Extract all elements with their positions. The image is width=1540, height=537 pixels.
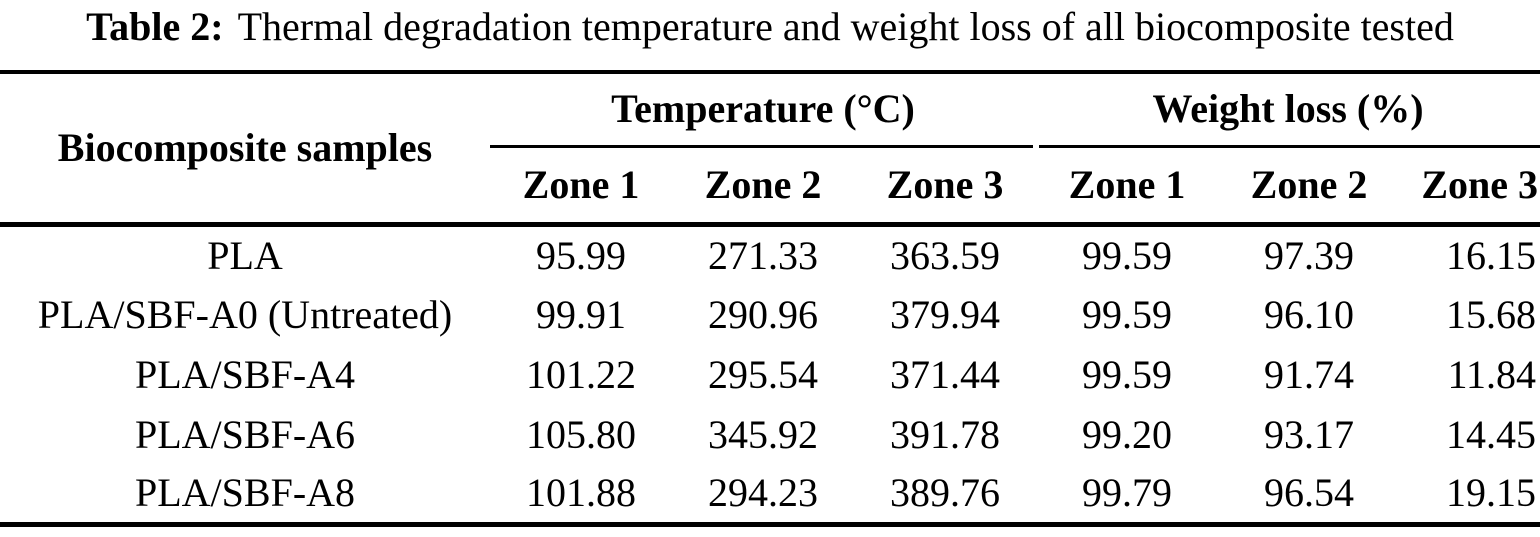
zone-header-temp-1: Zone 1	[522, 162, 640, 208]
value-cell: 363.59	[890, 232, 1000, 278]
table-row: PLA/SBF-A8 101.88 294.23 389.76 99.79 96…	[0, 464, 1540, 524]
sample-cell: PLA/SBF-A0 (Untreated)	[37, 291, 453, 337]
group-header-temperature: Temperature (°C)	[490, 72, 1036, 148]
value-cell: 290.96	[708, 291, 818, 337]
table-row: PLA/SBF-A6 105.80 345.92 391.78 99.20 93…	[0, 404, 1540, 464]
value-cell: 271.33	[708, 232, 818, 278]
value-cell: 101.88	[526, 470, 636, 516]
value-cell: 391.78	[890, 411, 1000, 457]
table-row: PLA/SBF-A4 101.22 295.54 371.44 99.59 91…	[0, 344, 1540, 404]
table-row: PLA 95.99 271.33 363.59 99.59 97.39 16.1…	[0, 224, 1540, 284]
value-cell: 95.99	[536, 232, 626, 278]
group-header-row: Biocomposite samples Temperature (°C) We…	[0, 72, 1540, 170]
zone-header-temp-3: Zone 3	[886, 162, 1004, 208]
value-cell: 96.54	[1264, 470, 1355, 516]
value-cell: 19.15	[1446, 470, 1537, 516]
table-caption-text: Thermal degradation temperature and weig…	[237, 4, 1454, 49]
table-body: PLA 95.99 271.33 363.59 99.59 97.39 16.1…	[0, 224, 1540, 524]
value-cell: 345.92	[708, 411, 818, 457]
zone-header-temp-2: Zone 2	[704, 162, 822, 208]
zone-header-row: Zone 1 Zone 2 Zone 3 Zone 1 Zone 2 Zone …	[0, 148, 1540, 224]
value-cell: 14.45	[1446, 411, 1537, 457]
data-table: Biocomposite samples Temperature (°C) We…	[0, 70, 1540, 527]
value-cell: 99.91	[536, 291, 626, 337]
table-caption-label: Table 2:	[86, 4, 224, 49]
value-cell: 97.39	[1264, 232, 1355, 278]
zone-header-weight-3: Zone 3	[1421, 162, 1539, 208]
value-cell: 389.76	[890, 470, 1000, 516]
sample-cell: PLA/SBF-A8	[134, 470, 356, 516]
sample-cell: PLA/SBF-A6	[134, 411, 356, 457]
value-cell: 11.84	[1447, 351, 1537, 397]
value-cell: 371.44	[890, 351, 1000, 397]
value-cell: 99.59	[1082, 351, 1173, 397]
value-cell: 99.59	[1082, 232, 1173, 278]
value-cell: 15.68	[1446, 291, 1537, 337]
table-caption: Table 2: Thermal degradation temperature …	[0, 0, 1540, 70]
col-header-samples: Biocomposite samples	[57, 125, 433, 171]
zone-header-weight-1: Zone 1	[1068, 162, 1186, 208]
sample-cell: PLA/SBF-A4	[134, 351, 356, 397]
zone-header-weight-2: Zone 2	[1250, 162, 1368, 208]
value-cell: 379.94	[890, 291, 1000, 337]
table-row: PLA/SBF-A0 (Untreated) 99.91 290.96 379.…	[0, 284, 1540, 344]
value-cell: 99.59	[1082, 291, 1173, 337]
value-cell: 91.74	[1264, 351, 1355, 397]
value-cell: 105.80	[526, 411, 636, 457]
group-header-weight-loss: Weight loss (%)	[1036, 72, 1540, 148]
value-cell: 99.20	[1082, 411, 1173, 457]
value-cell: 93.17	[1264, 411, 1355, 457]
value-cell: 101.22	[526, 351, 636, 397]
value-cell: 295.54	[708, 351, 818, 397]
value-cell: 16.15	[1446, 232, 1537, 278]
table-head: Biocomposite samples Temperature (°C) We…	[0, 72, 1540, 224]
value-cell: 99.79	[1082, 470, 1173, 516]
value-cell: 96.10	[1264, 291, 1355, 337]
sample-cell: PLA	[207, 232, 283, 278]
value-cell: 294.23	[708, 470, 818, 516]
